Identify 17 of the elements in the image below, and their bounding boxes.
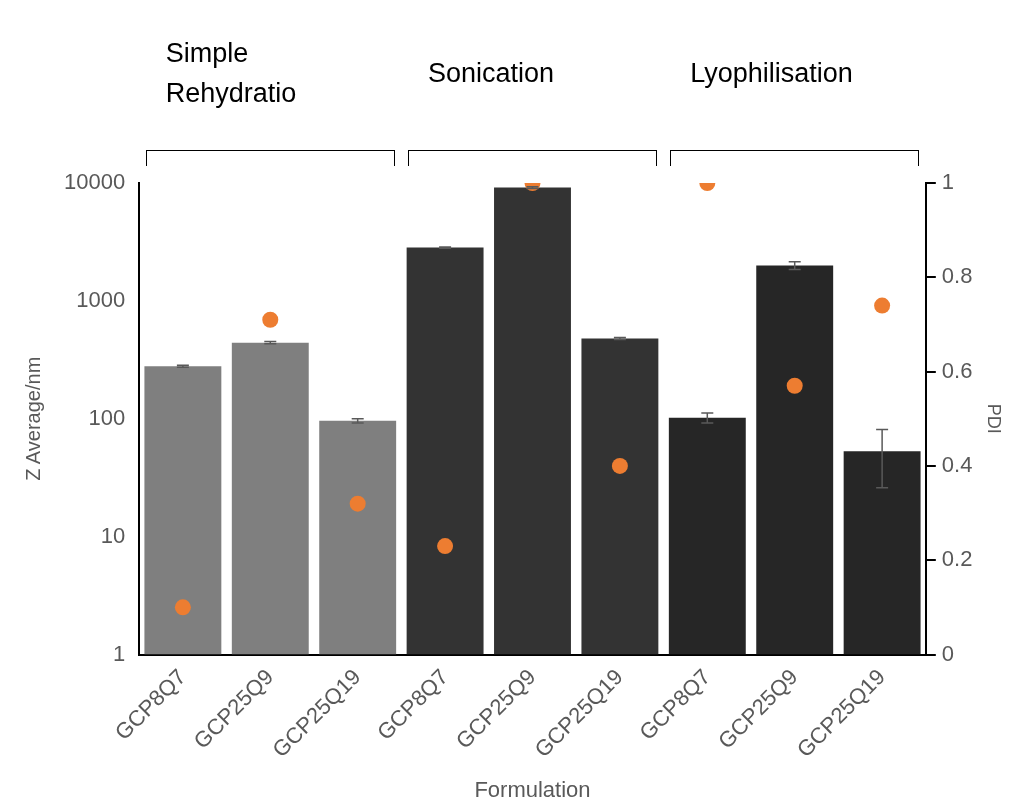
text: Simple Rehydratio (165, 37, 298, 110)
y2-tick-label: 0.2 (941, 546, 973, 572)
y-tick-label: 1000 (76, 286, 126, 312)
y-axis-title: Z Average/nm (21, 356, 44, 481)
y-tick-label: 10 (100, 522, 126, 548)
y2-axis-title: PDI (984, 403, 1005, 434)
x-axis-title: Formulation (474, 776, 591, 802)
text: Lyophilisation (690, 57, 854, 90)
text: Sonication (427, 57, 556, 90)
y2-tick-label: 0.8 (941, 263, 973, 289)
y-tick-label: 100 (88, 404, 126, 430)
y-tick-label: 1 (112, 640, 126, 666)
y-tick-label: 10000 (63, 169, 126, 195)
y2-tick-label: 0.6 (941, 357, 973, 383)
y2-tick-label: 0.4 (941, 451, 973, 477)
y2-tick-label: 0 (941, 640, 955, 666)
y2-tick-label: 1 (941, 169, 955, 195)
